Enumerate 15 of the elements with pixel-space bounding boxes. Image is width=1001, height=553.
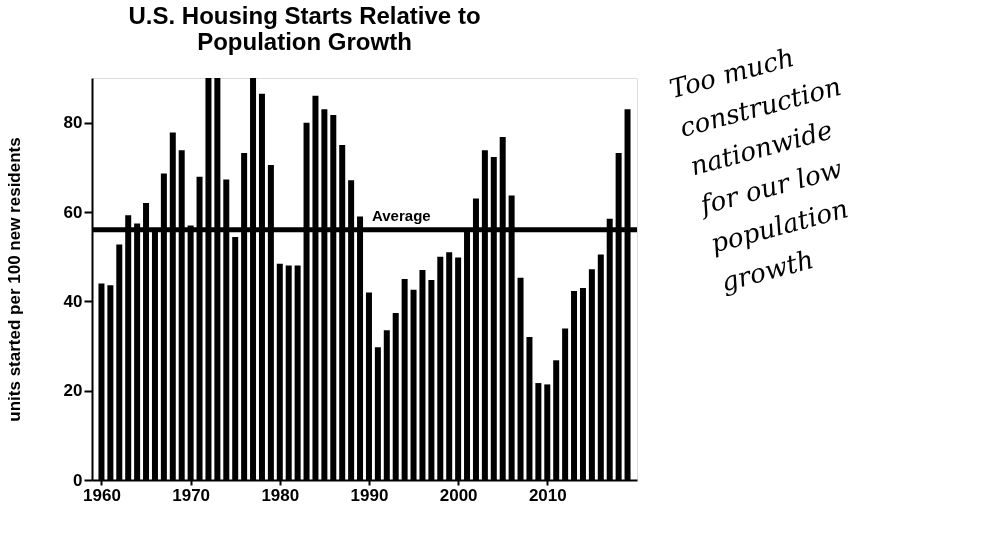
y-tick-label: 60 (63, 202, 83, 222)
ref-line-label: Average (372, 206, 431, 224)
y-tick-label: 40 (63, 291, 83, 311)
x-tick-label: 2000 (439, 485, 478, 505)
x-tick-label: 1960 (83, 485, 121, 505)
text: U.S. Housing Starts Relative to (128, 2, 481, 30)
x-tick-label: 2010 (528, 485, 567, 505)
y-tick-label: 0 (73, 470, 83, 490)
y-tick-label: 80 (63, 113, 83, 133)
x-tick-label: 1980 (261, 485, 300, 505)
y-tick-label: 20 (63, 381, 83, 401)
text: Population Growth (197, 28, 412, 56)
y-axis-title: units started per 100 new residents (4, 137, 24, 422)
x-tick-label: 1970 (172, 485, 211, 505)
x-tick-label: 1990 (350, 485, 389, 505)
